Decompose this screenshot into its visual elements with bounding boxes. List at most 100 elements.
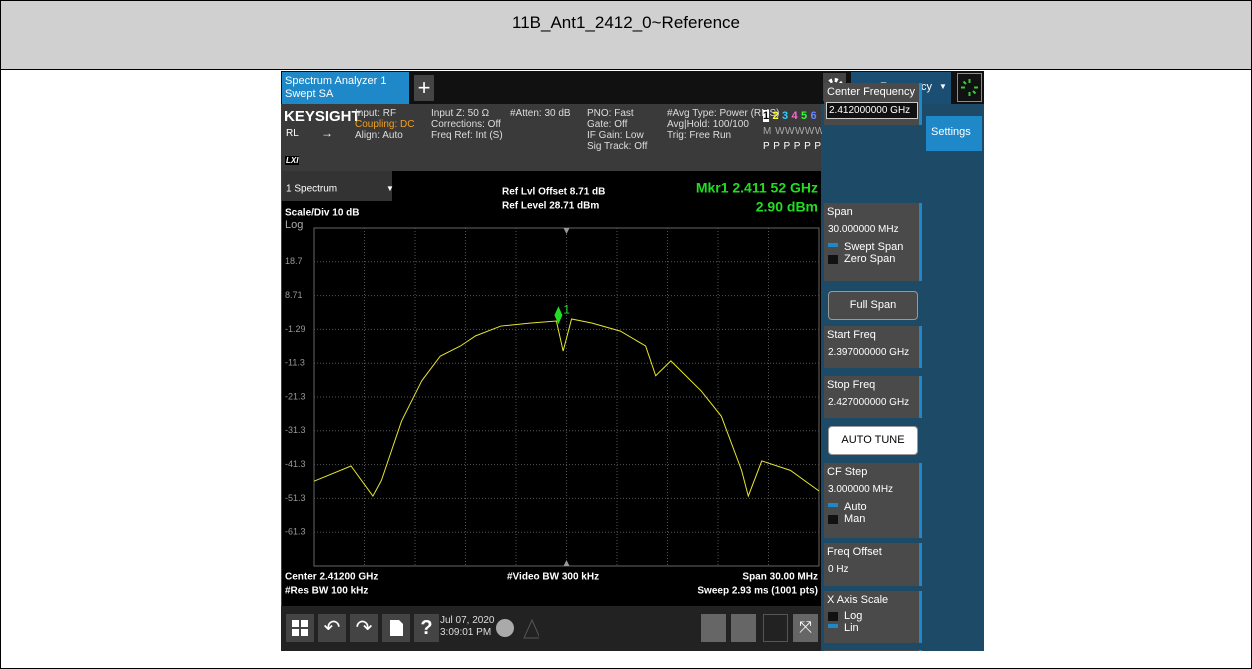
scale: Scale/Div 10 dB: [285, 208, 359, 219]
window-selector[interactable]: [282, 171, 392, 201]
menu-label: Span: [827, 206, 853, 218]
y-tick-label: 18.7: [285, 256, 303, 266]
option-indicator: [828, 255, 838, 264]
taskbar: ↶ ↷ ? Jul 07, 2020 3:09:01 PM ⤧: [281, 606, 821, 651]
sweep: Sweep 2.93 ms (1001 pts): [697, 586, 818, 597]
settings-tab[interactable]: Settings: [926, 116, 982, 151]
info-text: Avg|Hold: 100/100: [667, 119, 749, 130]
y-tick-label: 8.71: [285, 290, 303, 300]
windows-icon: [292, 620, 308, 636]
spinner: [961, 79, 978, 96]
trace-row: P P P P P P: [763, 141, 822, 152]
marker-frequency: Mkr1 2.411 52 GHz: [696, 180, 818, 196]
settings-label: Settings: [931, 126, 971, 138]
center-frequency: Center 2.41200 GHz: [285, 572, 378, 583]
menu-option: Auto: [844, 501, 867, 513]
add-button[interactable]: +: [414, 75, 434, 101]
info-text: Coupling: DC: [355, 119, 415, 130]
file-icon: [390, 620, 403, 636]
menu-value: 2.397000000 GHz: [828, 347, 910, 358]
trace-number: 6: [810, 110, 817, 122]
date: Jul 07, 2020: [440, 615, 495, 626]
layout-button[interactable]: [701, 614, 726, 642]
info-text: Trig: Free Run: [667, 130, 732, 141]
option-indicator: [828, 243, 838, 247]
menu-item[interactable]: Center Frequency 2.412000000 GHz: [824, 83, 922, 125]
undo-button[interactable]: ↶: [318, 614, 346, 642]
rl: RL: [286, 128, 299, 139]
option-indicator: [828, 624, 838, 628]
y-tick-label: -11.3: [285, 358, 305, 368]
menu-label: Start Freq: [827, 329, 876, 341]
menu-option: Log: [844, 610, 863, 622]
marker-label: 1: [563, 302, 570, 316]
file-button[interactable]: [382, 614, 410, 642]
menu-value: 2.427000000 GHz: [828, 397, 910, 408]
option-indicator: [828, 515, 838, 524]
info-text: Corrections: Off: [431, 119, 501, 130]
window-arrow: ▼: [386, 184, 394, 193]
touch-button[interactable]: [731, 614, 756, 642]
menu-item[interactable]: Start Freq 2.397000000 GHz: [824, 326, 922, 368]
menu-option: Man: [844, 513, 866, 525]
trace-number: 5: [801, 110, 808, 122]
trace: [313, 318, 820, 498]
menu-value: 3.000000 MHz: [828, 484, 894, 495]
ref-offset: Ref Lvl Offset 8.71 dB: [502, 187, 605, 198]
info-text: Input Z: 50 Ω: [431, 108, 490, 119]
window-name: 1 Spectrum: [286, 184, 337, 195]
marker: [554, 306, 563, 325]
info-text: Gate: Off: [587, 119, 628, 130]
button-label: AUTO TUNE: [828, 426, 918, 455]
y-tick-label: -51.3: [285, 493, 306, 503]
trace-number: 3: [782, 110, 789, 122]
info-bar: KEYSIGHT RL → LXI Input: RF Coupling: DC A…: [281, 104, 824, 171]
y-tick-label: -31.3: [285, 425, 306, 435]
info-text: PNO: Fast: [587, 108, 634, 119]
y-tick-label: -21.3: [285, 391, 306, 401]
brand: KEYSIGHT: [284, 108, 361, 125]
res-bw: #Res BW 100 kHz: [285, 586, 368, 597]
menu-item[interactable]: Signal Track(Span Zoom): [824, 650, 922, 651]
menu-option: Zero Span: [844, 253, 896, 265]
trace-row: M WWWWW: [763, 126, 825, 137]
menu-button[interactable]: AUTO TUNE: [824, 423, 922, 458]
menu-item[interactable]: Stop Freq 2.427000000 GHz: [824, 376, 922, 418]
y-tick-label: -1.29: [285, 324, 306, 334]
tab[interactable]: Spectrum Analyzer 1 Swept SA: [282, 72, 409, 104]
zoom-button[interactable]: ⤧: [793, 614, 818, 642]
menu-item[interactable]: X Axis Scale Log Lin: [824, 591, 922, 643]
menu-option: Lin: [844, 622, 859, 634]
trace-number: 4: [791, 110, 798, 122]
video-bw: #Video BW 300 kHz: [507, 572, 599, 583]
grid-button[interactable]: [763, 614, 788, 642]
tab-mode: Swept SA: [285, 88, 334, 100]
help-button[interactable]: ?: [414, 614, 439, 642]
menu-item[interactable]: CF Step 3.000000 MHz Auto Man: [824, 463, 922, 538]
menu-label: Stop Freq: [827, 379, 876, 391]
redo-button[interactable]: ↷: [350, 614, 378, 642]
status-icons: [496, 618, 539, 639]
y-tick-label: -41.3: [285, 459, 306, 469]
lxi: LXI: [285, 156, 300, 165]
info-text: Freq Ref: Int (S): [431, 130, 503, 141]
marker-level: 2.90 dBm: [756, 199, 818, 215]
spectrum-graph: 1 Spectrum ▼ Scale/Div 10 dB Log Ref Lvl…: [282, 171, 821, 606]
graph-bg: [282, 171, 821, 606]
scale-type: Log: [285, 219, 303, 231]
menu-panel: Center Frequency 2.412000000 GHz Span 30.00…: [822, 83, 924, 651]
dropdown-arrow: ▼: [939, 82, 947, 91]
menu-item[interactable]: Freq Offset 0 Hz: [824, 543, 922, 586]
option-indicator: [828, 503, 838, 507]
time: 3:09:01 PM: [440, 627, 492, 638]
info-text: Input: RF: [355, 108, 397, 119]
info-text: #Avg Type: Power (RMS): [667, 108, 780, 119]
menu-value: 30.000000 MHz: [828, 224, 899, 235]
menu-button[interactable]: Full Span: [824, 288, 922, 323]
title-bar: 11B_Ant1_2412_0~Reference: [1, 1, 1251, 70]
menu-value: 0 Hz: [828, 564, 849, 575]
menu-value: 2.412000000 GHz: [826, 102, 918, 119]
menu-item[interactable]: Span 30.000000 MHz Swept Span Zero Span: [824, 203, 922, 281]
windows-button[interactable]: [286, 614, 314, 642]
